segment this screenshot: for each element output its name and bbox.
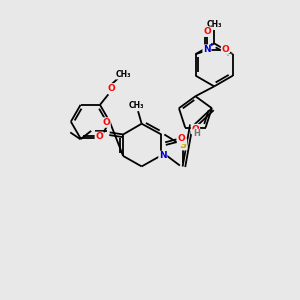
Text: +: + xyxy=(208,42,214,47)
Text: S: S xyxy=(179,140,186,150)
Text: H: H xyxy=(194,129,200,138)
Text: CH₃: CH₃ xyxy=(206,20,222,29)
Text: CH₃: CH₃ xyxy=(129,101,145,110)
Text: −: − xyxy=(227,51,233,57)
Text: O: O xyxy=(95,132,103,141)
Text: CH₃: CH₃ xyxy=(116,70,132,79)
Text: O: O xyxy=(203,27,211,36)
Text: O: O xyxy=(191,124,199,134)
Text: O: O xyxy=(102,118,110,127)
Text: O: O xyxy=(107,84,115,93)
Text: N: N xyxy=(203,45,211,54)
Text: O: O xyxy=(178,134,185,143)
Text: O: O xyxy=(222,45,229,54)
Text: N: N xyxy=(159,152,167,160)
